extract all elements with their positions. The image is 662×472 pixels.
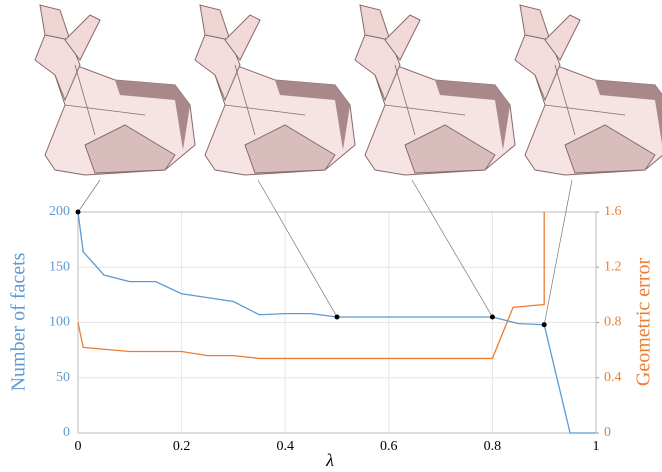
y2-tick-label: 0.4 [604,370,622,385]
y-tick-label: 50 [56,370,70,385]
highlight-point [541,322,547,328]
leader-line [257,179,338,318]
y2-tick-label: 1.2 [604,259,622,274]
x-tick-label: 1 [593,439,600,454]
y-tick-label: 100 [49,315,70,330]
y2-tick-label: 1.6 [604,204,622,219]
x-tick-label: 0 [75,439,82,454]
x-tick-label: 0.6 [380,439,398,454]
bunny-render [194,4,356,176]
bunny-render [514,4,662,176]
bunny-render [34,4,196,176]
x-tick-label: 0.8 [484,439,502,454]
x-tick-label: 0.2 [173,439,191,454]
y-tick-label: 150 [49,259,70,274]
y2-tick-label: 0.8 [604,315,622,330]
highlight-point [489,314,495,320]
y2-tick-label: 0 [604,425,611,440]
leader-line [543,179,573,325]
bunny-render [354,4,516,176]
leader-line [411,179,493,318]
y2-axis-label: Geometric error [633,258,655,387]
series-line [77,211,596,434]
y-tick-label: 200 [49,204,70,219]
y-tick-label: 0 [63,425,70,440]
x-tick-label: 0.4 [276,439,294,454]
highlight-point [75,209,81,215]
x-axis-label: λ [325,450,334,470]
highlight-point [334,314,340,320]
series-line [77,212,545,360]
y-axis-label: Number of facets [8,252,30,391]
leader-line [77,179,101,213]
